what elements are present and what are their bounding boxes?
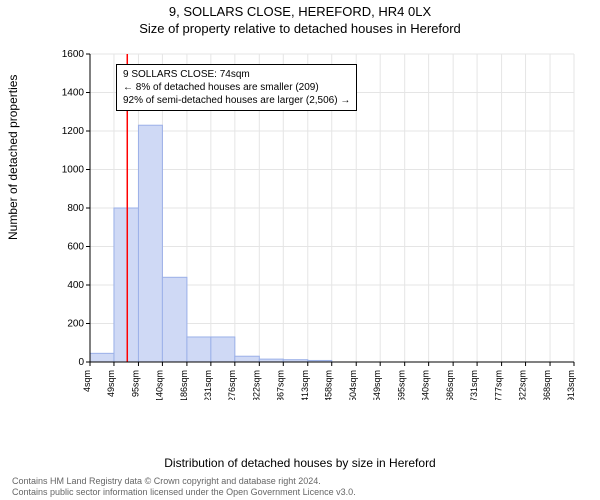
svg-text:504sqm: 504sqm [348, 370, 358, 400]
svg-text:140sqm: 140sqm [154, 370, 164, 400]
chart-subtitle: Size of property relative to detached ho… [0, 19, 600, 36]
svg-text:49sqm: 49sqm [106, 370, 116, 397]
footer-attribution: Contains HM Land Registry data © Crown c… [12, 476, 588, 499]
svg-text:686sqm: 686sqm [445, 370, 455, 400]
svg-text:276sqm: 276sqm [227, 370, 237, 400]
svg-text:4sqm: 4sqm [82, 370, 92, 392]
svg-text:1400: 1400 [62, 88, 85, 99]
svg-text:549sqm: 549sqm [372, 370, 382, 400]
svg-text:868sqm: 868sqm [542, 370, 552, 400]
annotation-line-2: ← 8% of detached houses are smaller (209… [123, 81, 350, 94]
svg-text:600: 600 [67, 242, 84, 253]
chart-title-address: 9, SOLLARS CLOSE, HEREFORD, HR4 0LX [0, 0, 600, 19]
svg-text:413sqm: 413sqm [300, 370, 310, 400]
svg-text:200: 200 [67, 319, 84, 330]
svg-text:731sqm: 731sqm [469, 370, 479, 400]
svg-text:800: 800 [67, 203, 84, 214]
svg-text:95sqm: 95sqm [130, 370, 140, 397]
annotation-line-3: 92% of semi-detached houses are larger (… [123, 94, 350, 107]
svg-text:1200: 1200 [62, 126, 85, 137]
svg-text:400: 400 [67, 280, 84, 291]
svg-text:1600: 1600 [62, 49, 85, 60]
svg-text:640sqm: 640sqm [421, 370, 431, 400]
footer-line-1: Contains HM Land Registry data © Crown c… [12, 476, 588, 487]
svg-text:595sqm: 595sqm [397, 370, 407, 400]
svg-text:913sqm: 913sqm [566, 370, 576, 400]
svg-text:777sqm: 777sqm [494, 370, 504, 400]
annotation-line-1: 9 SOLLARS CLOSE: 74sqm [123, 68, 350, 81]
footer-line-2: Contains public sector information licen… [12, 487, 588, 498]
annotation-box: 9 SOLLARS CLOSE: 74sqm ← 8% of detached … [116, 64, 357, 111]
svg-text:231sqm: 231sqm [203, 370, 213, 400]
svg-text:0: 0 [78, 357, 84, 368]
x-axis-label: Distribution of detached houses by size … [0, 456, 600, 470]
svg-text:458sqm: 458sqm [324, 370, 334, 400]
svg-text:367sqm: 367sqm [275, 370, 285, 400]
svg-text:1000: 1000 [62, 165, 85, 176]
svg-text:186sqm: 186sqm [179, 370, 189, 400]
svg-text:322sqm: 322sqm [251, 370, 261, 400]
y-axis-label: Number of detached properties [6, 75, 20, 240]
svg-text:822sqm: 822sqm [518, 370, 528, 400]
